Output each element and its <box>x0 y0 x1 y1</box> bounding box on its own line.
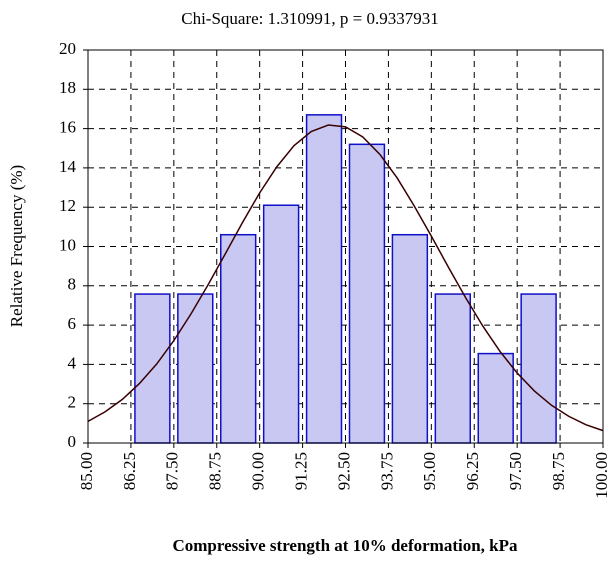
x-tick-label: 98.75 <box>549 452 568 490</box>
x-tick-label: 88.75 <box>206 452 225 490</box>
bar <box>477 352 514 444</box>
plot-frame <box>87 49 604 444</box>
y-tick-label: 10 <box>59 235 76 254</box>
x-tick-label: 97.50 <box>506 452 525 490</box>
chart-title: Chi-Square: 1.310991, p = 0.9337931 <box>181 9 439 28</box>
y-tick-label: 2 <box>68 393 77 412</box>
fit-curve <box>87 124 604 432</box>
x-tick-label: 93.75 <box>377 452 396 490</box>
y-tick-label: 6 <box>68 314 77 333</box>
bar <box>177 293 214 444</box>
x-axis-title: Compressive strength at 10% deformation,… <box>172 536 518 555</box>
y-tick-label: 20 <box>59 39 76 58</box>
y-axis-title: Relative Frequency (%) <box>7 165 26 327</box>
x-tick-label: 91.25 <box>291 452 310 490</box>
y-tick-label: 16 <box>59 118 76 137</box>
y-tick-label: 12 <box>59 196 76 215</box>
x-tick-label: 100.00 <box>592 452 610 499</box>
x-tick-label: 86.25 <box>120 452 139 490</box>
x-tick-label: 87.50 <box>163 452 182 490</box>
y-tick-label: 14 <box>59 157 77 176</box>
x-tick-label: 95.00 <box>420 452 439 490</box>
y-tick-label: 18 <box>59 78 76 97</box>
x-tick-label: 96.25 <box>463 452 482 490</box>
bar <box>348 143 386 444</box>
y-tick-label: 0 <box>68 432 77 451</box>
bar <box>434 293 472 444</box>
bar <box>220 233 257 444</box>
bar <box>305 114 343 444</box>
y-tick-label: 8 <box>68 275 77 294</box>
x-tick-label: 90.00 <box>249 452 268 490</box>
x-tick-label: 85.00 <box>77 452 96 490</box>
bar <box>391 233 429 444</box>
bar <box>520 293 557 444</box>
y-tick-label: 4 <box>68 353 77 372</box>
x-tick-label: 92.50 <box>334 452 353 490</box>
bar <box>262 204 300 444</box>
